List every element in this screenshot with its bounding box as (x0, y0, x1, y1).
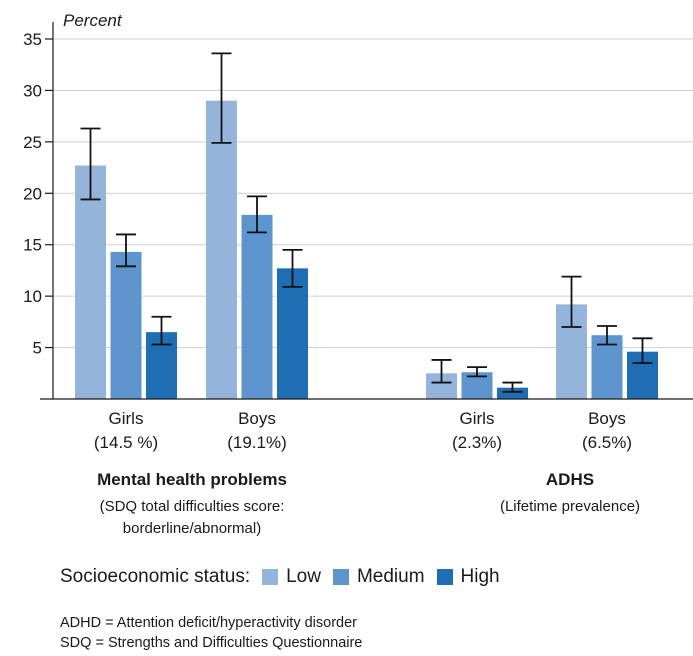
error-bar-1-1-medium (597, 325, 617, 346)
footnotes: ADHD = Attention deficit/hyperactivity d… (60, 613, 362, 653)
bars (75, 100, 658, 399)
bar-0-1-medium (241, 214, 273, 399)
group-subtitle-1-0: (Lifetime prevalence) (500, 498, 640, 515)
error-bar-1-1-low (561, 275, 582, 328)
error-bar-0-1-low (211, 52, 232, 144)
bar-1-1-medium (591, 335, 623, 399)
y-tick-label-15: 15 (23, 236, 42, 255)
legend-swatch-medium (332, 569, 349, 585)
category-label-0-0: Girls (109, 409, 144, 428)
footnote-adhd: ADHD = Attention deficit/hyperactivity d… (60, 615, 357, 631)
error-bar-0-1-medium (247, 195, 267, 234)
error-bar-0-1-high (282, 248, 303, 288)
legend-label-medium: Medium (356, 566, 425, 587)
bar-1-0-high (497, 387, 528, 399)
error-bar-1-0-medium (467, 366, 487, 378)
legend-swatch-low (262, 569, 279, 585)
group-subtitle-0-1: borderline/abnormal) (123, 520, 261, 537)
bar-0-0-medium (110, 251, 142, 399)
y-tick-label-25: 25 (23, 133, 42, 152)
gridlines (53, 38, 693, 349)
group-subtitle-0-0: (SDQ total difficulties score: (100, 498, 285, 515)
legend-items: Low Medium High (250, 566, 500, 588)
bar-chart: Percent 5 10 15 20 25 30 35 Girls (14.5 %) Boys (… (23, 11, 693, 537)
category-sublabel-0-1: (19.1%) (227, 433, 287, 452)
legend-title: Socioeconomic status: (60, 566, 251, 587)
axes: 5 10 15 20 25 30 35 (23, 22, 693, 400)
group-title-1: ADHS (546, 470, 594, 489)
error-bar-1-0-high (502, 381, 523, 393)
error-bar-0-0-low (80, 127, 101, 201)
error-bar-1-0-low (431, 359, 452, 384)
footnote-sdq: SDQ = Strengths and Difficulties Questio… (60, 635, 363, 651)
category-sublabel-1-0: (2.3%) (452, 433, 502, 452)
error-bars (80, 52, 653, 393)
legend-swatch-high (436, 569, 453, 585)
legend-label-low: Low (286, 566, 321, 587)
y-tick-label-10: 10 (23, 287, 42, 306)
category-label-0-1: Boys (238, 409, 276, 428)
category-label-1-0: Girls (460, 409, 495, 428)
bar-0-1-high (277, 268, 308, 399)
error-bar-1-1-high (632, 337, 653, 364)
category-label-1-1: Boys (588, 409, 626, 428)
category-sublabel-0-0: (14.5 %) (94, 433, 158, 452)
y-tick-label-5: 5 (33, 339, 42, 358)
y-axis-label: Percent (63, 11, 123, 30)
bar-0-1-low (206, 100, 237, 399)
y-tick-label-30: 30 (23, 81, 42, 100)
category-labels: Girls (14.5 %) Boys (19.1%) Girls (2.3%) Boys (… (94, 409, 640, 537)
bar-0-0-low (75, 165, 106, 399)
y-tick-label-35: 35 (23, 30, 42, 49)
error-bar-0-0-medium (116, 233, 136, 268)
y-tick-label-20: 20 (23, 184, 42, 203)
error-bar-0-0-high (151, 315, 172, 346)
group-title-0: Mental health problems (97, 470, 287, 489)
legend: Socioeconomic status: Low Medium High (60, 566, 500, 588)
legend-label-high: High (460, 566, 500, 587)
category-sublabel-1-1: (6.5%) (582, 433, 632, 452)
